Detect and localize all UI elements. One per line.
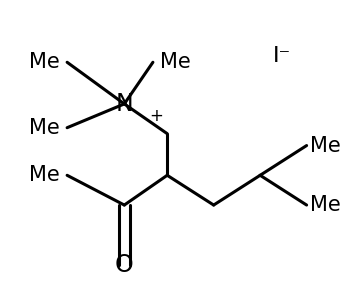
- Text: Me: Me: [29, 118, 60, 138]
- Text: Me: Me: [29, 52, 60, 72]
- Text: N: N: [115, 92, 133, 116]
- Text: Me: Me: [310, 135, 341, 155]
- Text: Me: Me: [310, 195, 341, 215]
- Text: +: +: [149, 107, 163, 125]
- Text: O: O: [115, 252, 134, 277]
- Text: I⁻: I⁻: [273, 46, 291, 66]
- Text: Me: Me: [160, 52, 191, 72]
- Text: Me: Me: [29, 165, 60, 185]
